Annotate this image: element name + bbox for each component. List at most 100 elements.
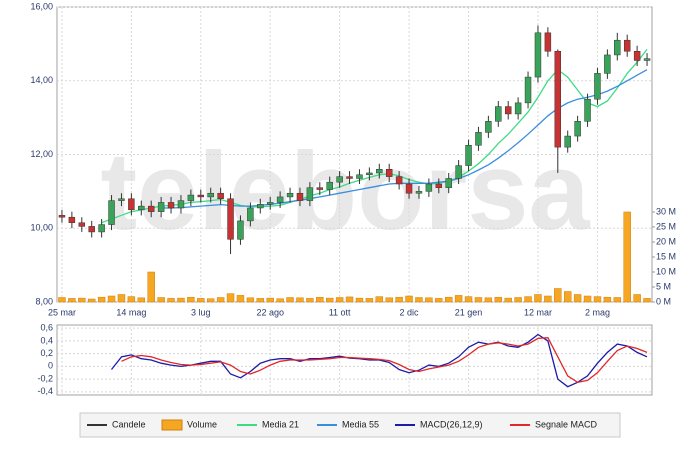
volume-bar bbox=[494, 296, 503, 303]
y2-tick-label: 20 M bbox=[656, 236, 676, 246]
volume-bar bbox=[643, 298, 651, 303]
candle-body bbox=[366, 172, 373, 176]
volume-bar bbox=[395, 296, 403, 303]
candle-body bbox=[564, 135, 571, 148]
candle-body bbox=[326, 181, 333, 190]
volume-bar bbox=[117, 294, 126, 303]
x-tick-label: 25 mar bbox=[48, 307, 76, 317]
volume-bar bbox=[524, 296, 532, 303]
candle-body bbox=[247, 207, 254, 222]
volume-bar bbox=[454, 295, 463, 303]
legend-label: Segnale MACD bbox=[535, 419, 598, 429]
volume-bar bbox=[365, 298, 374, 303]
volume-bar bbox=[593, 296, 602, 303]
volume-bar bbox=[157, 297, 165, 303]
volume-bar bbox=[613, 297, 622, 303]
volume-bar bbox=[335, 297, 344, 303]
candle-body bbox=[68, 216, 76, 223]
candle-body bbox=[524, 76, 532, 104]
volume-bar bbox=[296, 297, 304, 303]
volume-bar bbox=[435, 298, 443, 303]
macd-tick-label: 0 bbox=[48, 361, 53, 371]
candle-body bbox=[98, 224, 105, 233]
volume-bar bbox=[603, 296, 612, 303]
x-tick-label: 22 ago bbox=[256, 307, 284, 317]
candle-body bbox=[415, 191, 423, 194]
candle-body bbox=[465, 145, 472, 166]
volume-bar bbox=[583, 295, 592, 303]
candle-body bbox=[356, 174, 363, 179]
candle-body bbox=[514, 102, 522, 115]
candle-body bbox=[167, 202, 175, 209]
candle-body bbox=[623, 39, 631, 52]
volume-bar bbox=[345, 296, 354, 303]
volume-bar bbox=[137, 297, 146, 303]
candle-body bbox=[217, 192, 224, 199]
volume-bar bbox=[216, 297, 225, 303]
candle-body bbox=[237, 220, 244, 240]
volume-bar bbox=[316, 296, 324, 303]
candle-body bbox=[296, 192, 304, 201]
volume-bar bbox=[197, 298, 205, 303]
x-tick-label: 2 dic bbox=[400, 307, 420, 317]
candle-body bbox=[306, 187, 314, 201]
volume-bar bbox=[444, 296, 453, 303]
volume-bar bbox=[623, 211, 631, 303]
macd-tick-label: -0,2 bbox=[37, 373, 53, 383]
volume-bar bbox=[306, 298, 314, 303]
volume-bar bbox=[405, 295, 413, 303]
candle-body bbox=[395, 176, 403, 185]
volume-bar bbox=[484, 297, 493, 303]
volume-bar bbox=[534, 294, 542, 303]
candle-body bbox=[475, 132, 482, 146]
candle-body bbox=[276, 196, 284, 203]
y2-tick-label: 0 M bbox=[656, 296, 671, 306]
candle-body bbox=[78, 222, 86, 227]
x-tick-label: 14 mag bbox=[116, 307, 146, 317]
volume-bar bbox=[97, 296, 106, 303]
volume-bar bbox=[177, 297, 185, 303]
y-tick-label: 12,00 bbox=[30, 149, 53, 159]
candle-body bbox=[147, 205, 155, 212]
legend-label: Candele bbox=[112, 419, 146, 429]
legend-label: MACD(26,12,9) bbox=[420, 419, 483, 429]
candle-body bbox=[495, 106, 502, 122]
y-tick-label: 16,00 bbox=[30, 1, 53, 11]
candle-body bbox=[445, 178, 452, 188]
volume-bar bbox=[147, 271, 155, 303]
volume-bar bbox=[573, 294, 582, 303]
volume-bar bbox=[514, 297, 522, 303]
legend-swatch bbox=[161, 419, 183, 431]
volume-bar bbox=[236, 295, 245, 303]
candle-body bbox=[266, 202, 274, 205]
x-tick-label: 2 mag bbox=[585, 307, 610, 317]
candle-body bbox=[504, 106, 512, 115]
macd-tick-label: 0,4 bbox=[40, 335, 53, 345]
volume-bar bbox=[276, 298, 284, 303]
candle-body bbox=[128, 198, 135, 211]
x-tick-label: 3 lug bbox=[191, 307, 211, 317]
legend-label: Volume bbox=[187, 419, 217, 429]
volume-bar bbox=[68, 298, 76, 303]
candle-body bbox=[574, 121, 581, 137]
volume-bar bbox=[385, 297, 393, 303]
volume-bar bbox=[464, 296, 473, 303]
volume-bar bbox=[544, 295, 552, 303]
moving-average-line bbox=[161, 69, 648, 209]
legend-label: Media 21 bbox=[262, 419, 299, 429]
macd-tick-label: 0,6 bbox=[40, 323, 53, 333]
candle-body bbox=[385, 169, 393, 177]
y2-tick-label: 25 M bbox=[656, 221, 676, 231]
volume-bar bbox=[78, 297, 86, 303]
volume-bar bbox=[355, 297, 364, 303]
volume-bar bbox=[107, 295, 116, 303]
volume-bar bbox=[246, 297, 255, 303]
candle-body bbox=[138, 205, 145, 211]
candle-body bbox=[88, 226, 95, 233]
candle-body bbox=[346, 176, 353, 179]
y2-tick-label: 30 M bbox=[656, 206, 676, 216]
volume-bar bbox=[375, 296, 384, 303]
candle-body bbox=[633, 51, 641, 61]
